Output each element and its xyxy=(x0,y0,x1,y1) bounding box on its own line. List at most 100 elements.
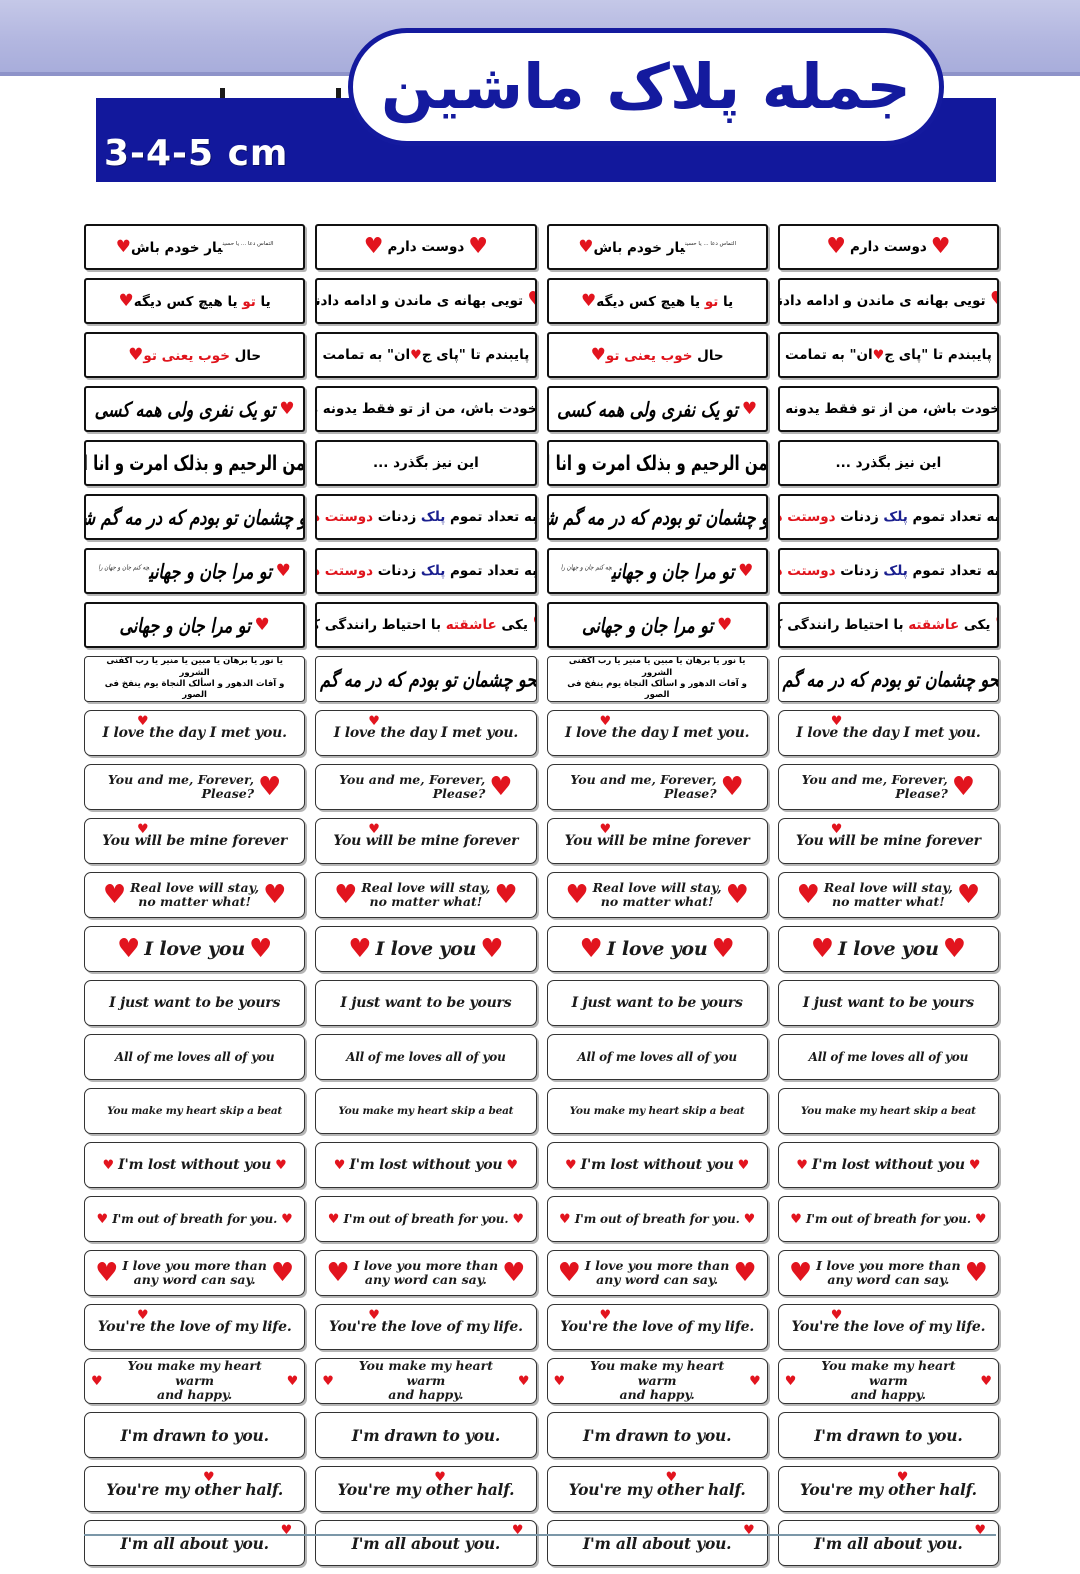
sticker[interactable]: I'm drawn to you. xyxy=(546,1412,768,1458)
sticker[interactable]: ♥ I love you more than any word can say. ♥ xyxy=(84,1250,306,1296)
sticker[interactable]: ♥ I'm out of breath for you. ♥ xyxy=(546,1196,768,1242)
sticker[interactable]: ♥ دوست دارم ♥ xyxy=(315,224,537,270)
sticker[interactable]: پایبندم تا "پای ج♥ان" به تمامت xyxy=(777,332,999,378)
sticker[interactable]: I just want to be yours xyxy=(546,980,768,1026)
sticker[interactable]: ♥ You make my heart warm and happy. ♥ xyxy=(84,1358,306,1404)
sticker[interactable]: ♥ You're the love of my life. xyxy=(84,1304,306,1350)
sticker[interactable]: ♥ I love the day I met you. xyxy=(315,710,537,756)
sticker[interactable]: ♥ You're the love of my life. xyxy=(315,1304,537,1350)
sticker[interactable]: ♥ تو مرا جان و جهانیچه کنم جان و جهان را xyxy=(546,548,768,594)
sticker[interactable]: I'm drawn to you. xyxy=(777,1412,999,1458)
sticker[interactable]: ♥ You're the love of my life. xyxy=(777,1304,999,1350)
sticker[interactable]: ♥ I'm all about you. xyxy=(777,1520,999,1566)
sticker[interactable]: You and me, Forever, Please? ♥ xyxy=(315,764,537,810)
sticker[interactable]: پایبندم تا "پای ج♥ان" به تمامت xyxy=(315,332,537,378)
sticker[interactable]: ♥به تعداد تموم پلک زدنات دوستت دارم xyxy=(777,548,999,594)
sticker[interactable]: I just want to be yours xyxy=(777,980,999,1026)
sticker[interactable]: ♥ I love you ♥ xyxy=(777,926,999,972)
sticker[interactable]: این نیز بگذرد ... xyxy=(315,440,537,486)
sticker[interactable]: ♥تویی بهانه ی ماندن و ادامه دادنم xyxy=(315,278,537,324)
sticker[interactable]: You and me, Forever, Please? ♥ xyxy=(546,764,768,810)
sticker[interactable]: ♥ تو یک نفری ولی همه کسی xyxy=(84,386,306,432)
sticker[interactable]: ♥محو چشمان تو بودم که در مه گم شدم♥ xyxy=(84,494,306,540)
sticker[interactable]: ♥ I love the day I met you. xyxy=(84,710,306,756)
sticker[interactable]: ♥ I'm lost without you ♥ xyxy=(84,1142,306,1188)
sticker[interactable]: ♥ I'm all about you. xyxy=(315,1520,537,1566)
sticker[interactable]: ♥ You're my other half. xyxy=(84,1466,306,1512)
sticker[interactable]: ♥ Real love will stay, no matter what! ♥ xyxy=(546,872,768,918)
sticker[interactable]: ♥ You make my heart warm and happy. ♥ xyxy=(546,1358,768,1404)
sticker[interactable]: ♥ You will be mine forever xyxy=(84,818,306,864)
sticker[interactable]: ♥ I love you more than any word can say. ♥ xyxy=(777,1250,999,1296)
sticker[interactable]: You and me, Forever, Please? ♥ xyxy=(777,764,999,810)
sticker[interactable]: یا تو یا هیچ کس دیگه♥ xyxy=(84,278,306,324)
sticker[interactable]: ♥ You're my other half. xyxy=(546,1466,768,1512)
sticker[interactable]: ♥ You're my other half. xyxy=(777,1466,999,1512)
sticker[interactable]: این نیز بگذرد ... xyxy=(777,440,999,486)
sticker[interactable]: You make my heart skip a beat xyxy=(546,1088,768,1134)
sticker[interactable]: ♥ I'm lost without you ♥ xyxy=(315,1142,537,1188)
sticker[interactable]: ♥ You will be mine forever xyxy=(315,818,537,864)
sticker[interactable]: ♥ I love you ♥ xyxy=(315,926,537,972)
sticker[interactable]: ♥ Real love will stay, no matter what! ♥ xyxy=(777,872,999,918)
sticker[interactable]: I just want to be yours xyxy=(315,980,537,1026)
sticker[interactable]: ♥ I love the day I met you. xyxy=(546,710,768,756)
sticker[interactable]: مراقب خودت باش، من از تو فقط یدونه دارم♥ xyxy=(777,386,999,432)
sticker[interactable]: ♥ I'm out of breath for you. ♥ xyxy=(315,1196,537,1242)
sticker[interactable]: ♥به تعداد تموم پلک زدنات دوستت دارم xyxy=(315,548,537,594)
sticker[interactable]: You make my heart skip a beat xyxy=(777,1088,999,1134)
sticker[interactable]: ♥به تعداد تموم پلک زدنات دوستت دارم xyxy=(315,494,537,540)
sticker[interactable]: ♥ دوست دارم ♥ xyxy=(777,224,999,270)
sticker[interactable]: ♥ You make my heart warm and happy. ♥ xyxy=(777,1358,999,1404)
sticker[interactable]: You and me, Forever, Please? ♥ xyxy=(84,764,306,810)
sticker[interactable]: ♥ تو یک نفری ولی همه کسی xyxy=(546,386,768,432)
sticker[interactable]: I'm drawn to you. xyxy=(84,1412,306,1458)
sticker[interactable]: یا تو یا هیچ کس دیگه♥ xyxy=(546,278,768,324)
sticker[interactable]: All of me loves all of you xyxy=(546,1034,768,1080)
sticker[interactable]: ♥ I'm out of breath for you. ♥ xyxy=(777,1196,999,1242)
sticker[interactable]: I just want to be yours xyxy=(84,980,306,1026)
sticker[interactable]: ♥ I'm all about you. xyxy=(546,1520,768,1566)
sticker[interactable]: مراقب خودت باش، من از تو فقط یدونه دارم♥ xyxy=(315,386,537,432)
sticker[interactable]: بسم الله الرحمن الرحیم و بذلک امرت و انا… xyxy=(84,440,306,486)
sticker[interactable]: ♥ I'm lost without you ♥ xyxy=(546,1142,768,1188)
sticker[interactable]: ♥ تو مرا جان و جهانی xyxy=(546,602,768,648)
sticker[interactable]: ♥ I'm all about you. xyxy=(84,1520,306,1566)
sticker[interactable]: ♥محو چشمان تو بودم که در مه گم شدم xyxy=(777,656,999,702)
sticker[interactable]: ♥ تو مرا جان و جهانی xyxy=(84,602,306,648)
sticker[interactable]: یا نور یا برهان یا مبین یا منیر یا رب اک… xyxy=(84,656,306,702)
sticker[interactable]: ♥ I love you more than any word can say. ♥ xyxy=(315,1250,537,1296)
sticker[interactable]: بسم الله الرحمن الرحیم و بذلک امرت و انا… xyxy=(546,440,768,486)
sticker[interactable]: You make my heart skip a beat xyxy=(84,1088,306,1134)
sticker[interactable]: ♥محو چشمان تو بودم که در مه گم شدم xyxy=(315,656,537,702)
sticker[interactable]: ♥ I'm out of breath for you. ♥ xyxy=(84,1196,306,1242)
sticker[interactable]: All of me loves all of you xyxy=(315,1034,537,1080)
sticker[interactable]: ♥تویی بهانه ی ماندن و ادامه دادنم xyxy=(777,278,999,324)
sticker[interactable]: ♥ You're my other half. xyxy=(315,1466,537,1512)
sticker[interactable]: ♥ Real love will stay, no matter what! ♥ xyxy=(84,872,306,918)
sticker[interactable]: All of me loves all of you xyxy=(84,1034,306,1080)
sticker[interactable]: All of me loves all of you xyxy=(777,1034,999,1080)
sticker[interactable]: حال خوب یعنی تو♥ xyxy=(84,332,306,378)
sticker[interactable]: یا نور یا برهان یا مبین یا منیر یا رب اک… xyxy=(546,656,768,702)
sticker[interactable]: I'm drawn to you. xyxy=(315,1412,537,1458)
sticker[interactable]: ♥ You will be mine forever xyxy=(777,818,999,864)
sticker[interactable]: حال خوب یعنی تو♥ xyxy=(546,332,768,378)
sticker[interactable]: ♥یکی عاشقته با احتیاط رانندگی کن xyxy=(315,602,537,648)
sticker[interactable]: ♥ You're the love of my life. xyxy=(546,1304,768,1350)
sticker[interactable]: التماس دعا ... یا حسینیار خودم باش♥ xyxy=(84,224,306,270)
sticker[interactable]: ♥ I'm lost without you ♥ xyxy=(777,1142,999,1188)
sticker[interactable]: ♥ I love you ♥ xyxy=(84,926,306,972)
sticker[interactable]: ♥ Real love will stay, no matter what! ♥ xyxy=(315,872,537,918)
sticker[interactable]: ♥محو چشمان تو بودم که در مه گم شدم♥ xyxy=(546,494,768,540)
sticker[interactable]: You make my heart skip a beat xyxy=(315,1088,537,1134)
sticker[interactable]: ♥ I love you more than any word can say. ♥ xyxy=(546,1250,768,1296)
sticker[interactable]: ♥یکی عاشقته با احتیاط رانندگی کن xyxy=(777,602,999,648)
sticker[interactable]: ♥به تعداد تموم پلک زدنات دوستت دارم xyxy=(777,494,999,540)
sticker[interactable]: ♥ تو مرا جان و جهانیچه کنم جان و جهان را xyxy=(84,548,306,594)
sticker[interactable]: ♥ You will be mine forever xyxy=(546,818,768,864)
sticker[interactable]: التماس دعا ... یا حسینیار خودم باش♥ xyxy=(546,224,768,270)
sticker[interactable]: ♥ I love the day I met you. xyxy=(777,710,999,756)
sticker[interactable]: ♥ I love you ♥ xyxy=(546,926,768,972)
sticker[interactable]: ♥ You make my heart warm and happy. ♥ xyxy=(315,1358,537,1404)
